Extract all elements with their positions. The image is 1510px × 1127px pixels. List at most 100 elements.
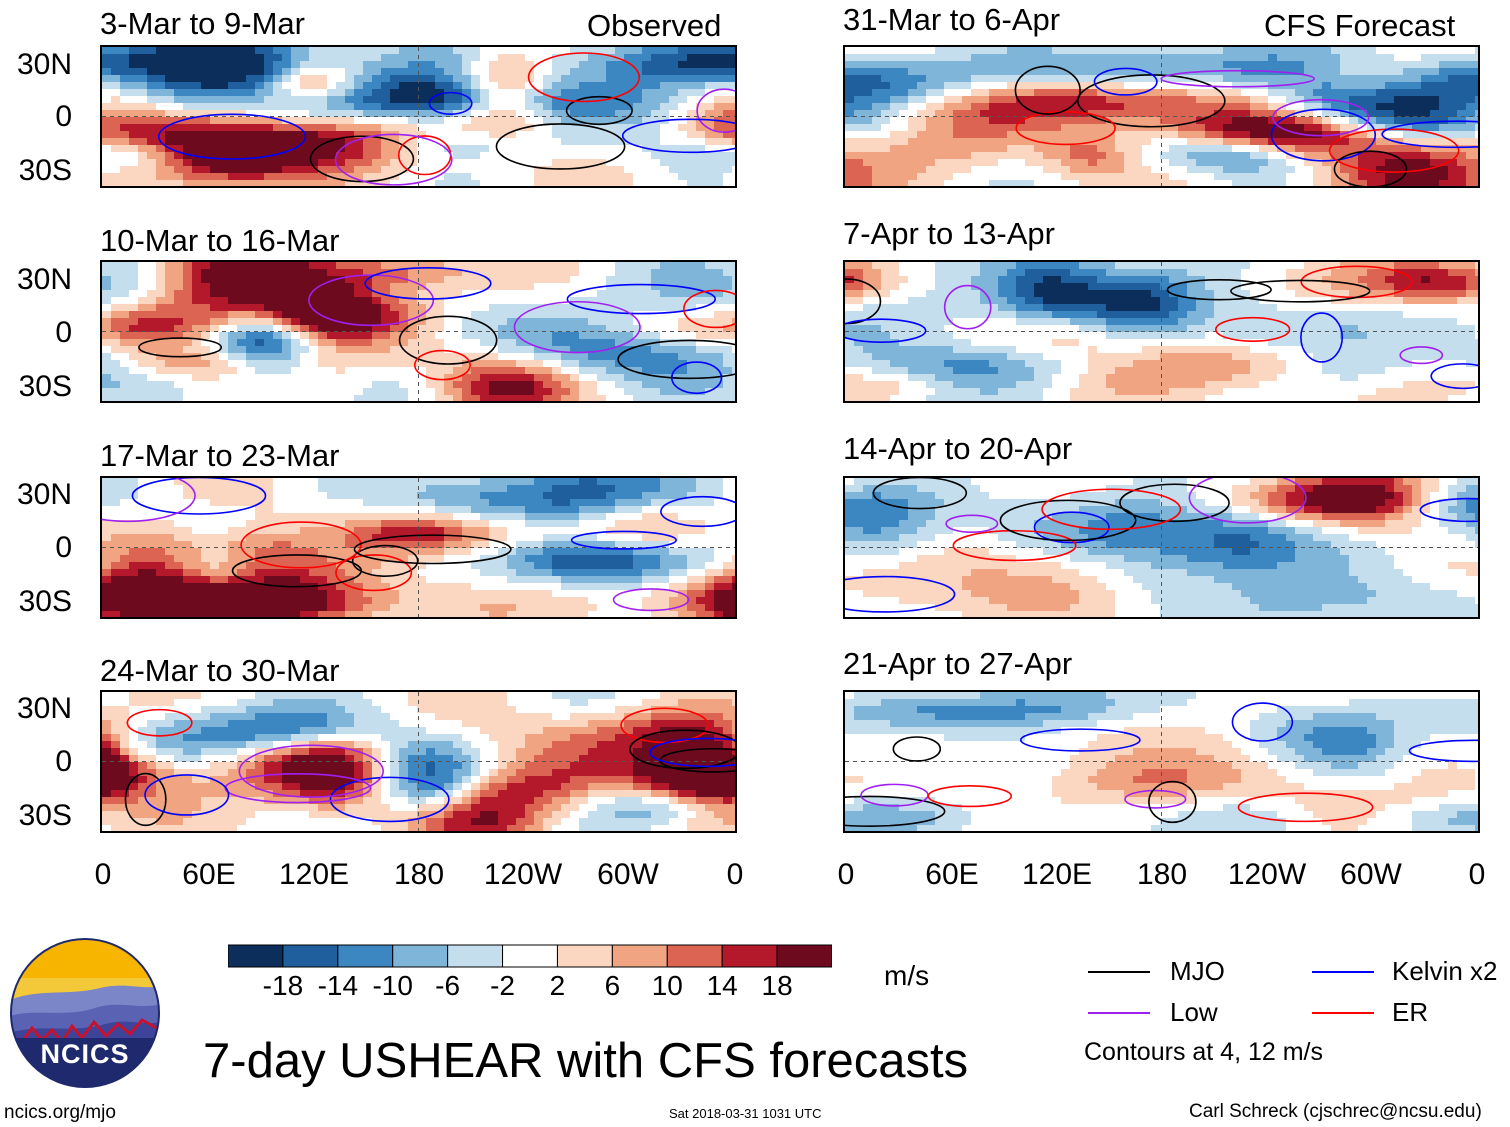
legend-line-er (1312, 1012, 1374, 1014)
contour (670, 361, 723, 395)
colorbar-box (392, 944, 449, 968)
contour-note: Contours at 4, 12 m/s (1084, 1038, 1324, 1066)
contour (329, 776, 450, 823)
colorbar-tick-label: -10 (372, 970, 413, 1001)
contour (1041, 488, 1182, 531)
y-tick-label: 30N (16, 263, 72, 296)
contour (1381, 120, 1478, 149)
contour (629, 729, 735, 770)
x-tick-label: 60W (597, 858, 659, 891)
legend-label-low: Low (1170, 997, 1218, 1027)
contour (527, 52, 641, 103)
x-tick-label: 0 (837, 858, 855, 891)
y-tick-label: 0 (55, 531, 72, 564)
contour (927, 785, 1013, 808)
panel-title: 24-Mar to 30-Mar (100, 653, 340, 688)
contour (999, 499, 1137, 542)
x-tick-label: 180 (393, 858, 445, 891)
contour (238, 744, 384, 798)
contour (845, 795, 946, 827)
colorbar-svg (227, 944, 833, 968)
shear-field (102, 47, 735, 186)
contour (1124, 789, 1187, 809)
legend-label-mjo: MJO (1170, 956, 1225, 986)
y-tick-label: 0 (55, 745, 72, 778)
contour (617, 339, 735, 380)
shear-field (845, 692, 1478, 831)
contour (414, 349, 471, 381)
contour (334, 133, 453, 186)
legend-label-er: ER (1392, 997, 1429, 1027)
colorbar-box (666, 944, 723, 968)
contour (845, 575, 956, 613)
colorbar-tick-label: -14 (317, 970, 359, 1001)
colorbar-tick-label: -18 (262, 970, 304, 1001)
contour (144, 774, 230, 816)
contour (126, 708, 193, 737)
contour (1015, 111, 1116, 146)
contour (660, 495, 735, 528)
colorbar-box (447, 944, 504, 968)
contour (1148, 780, 1197, 824)
x-tick-label: 120W (1227, 858, 1307, 891)
colorbar-units: m/s (884, 960, 930, 991)
x-tick-label: 60E (925, 858, 979, 891)
panel-title: 7-Apr to 13-Apr (843, 216, 1055, 251)
contour (240, 521, 362, 569)
colorbar-box (337, 944, 394, 968)
legend-label-kelvin: Kelvin x2 (1392, 956, 1498, 986)
contour (612, 588, 690, 612)
colorbar-tick-label: -6 (435, 970, 461, 1001)
shear-field (102, 478, 735, 617)
y-tick-label: 30S (18, 799, 72, 832)
y-tick-label: 0 (55, 100, 72, 133)
contour (943, 284, 992, 330)
legend-line-kelvin (1312, 971, 1374, 973)
colorbar-box (227, 944, 284, 968)
contour (892, 736, 942, 762)
legend-line-mjo (1088, 971, 1150, 973)
colorbar-tick-label: -2 (490, 970, 515, 1001)
panel-title: 10-Mar to 16-Mar (100, 223, 340, 258)
main-title: 7-day USHEAR with CFS forecasts (203, 1034, 969, 1088)
contour (1300, 312, 1344, 363)
colorbar-box (502, 944, 558, 968)
ncics-logo-text: NCICS (40, 1039, 130, 1069)
contour (1014, 65, 1081, 115)
contour (138, 337, 223, 358)
contour (1237, 792, 1374, 823)
contour (513, 300, 641, 354)
colorbar (227, 944, 833, 968)
panel-title: 31-Mar to 6-Apr (843, 2, 1061, 37)
footer-credit: Carl Schreck (cjschrec@ncsu.edu) (1189, 1101, 1482, 1122)
y-tick-label: 30S (18, 370, 72, 403)
shear-field (845, 47, 1478, 186)
contour (428, 91, 473, 115)
contour (1119, 483, 1230, 523)
y-tick-label: 30N (16, 478, 72, 511)
colorbar-box (721, 944, 778, 968)
contour (696, 88, 735, 134)
map-panel-forecast-4 (843, 690, 1480, 833)
contour (649, 737, 735, 768)
map-panel-observed-2 (100, 260, 737, 403)
footer-url[interactable]: ncics.org/mjo (4, 1102, 116, 1123)
contour (1430, 363, 1478, 390)
contour (1399, 346, 1444, 365)
x-tick-label: 60W (1340, 858, 1402, 891)
legend-line-low (1088, 1012, 1150, 1014)
contour (952, 529, 1077, 562)
map-panel-forecast-1 (843, 45, 1480, 188)
map-panel-observed-4 (100, 690, 737, 833)
panel-title: 14-Apr to 20-Apr (843, 431, 1073, 466)
contour (1408, 739, 1478, 763)
shear-field (845, 478, 1478, 617)
observed-tag: Observed (587, 8, 722, 43)
contour (231, 554, 363, 588)
x-tick-label: 0 (1468, 858, 1486, 891)
x-tick-label: 0 (94, 858, 112, 891)
x-tick-label: 120E (278, 858, 350, 891)
forecast-tag: CFS Forecast (1264, 8, 1456, 43)
map-panel-observed-3 (100, 476, 737, 619)
shear-field (845, 262, 1478, 401)
